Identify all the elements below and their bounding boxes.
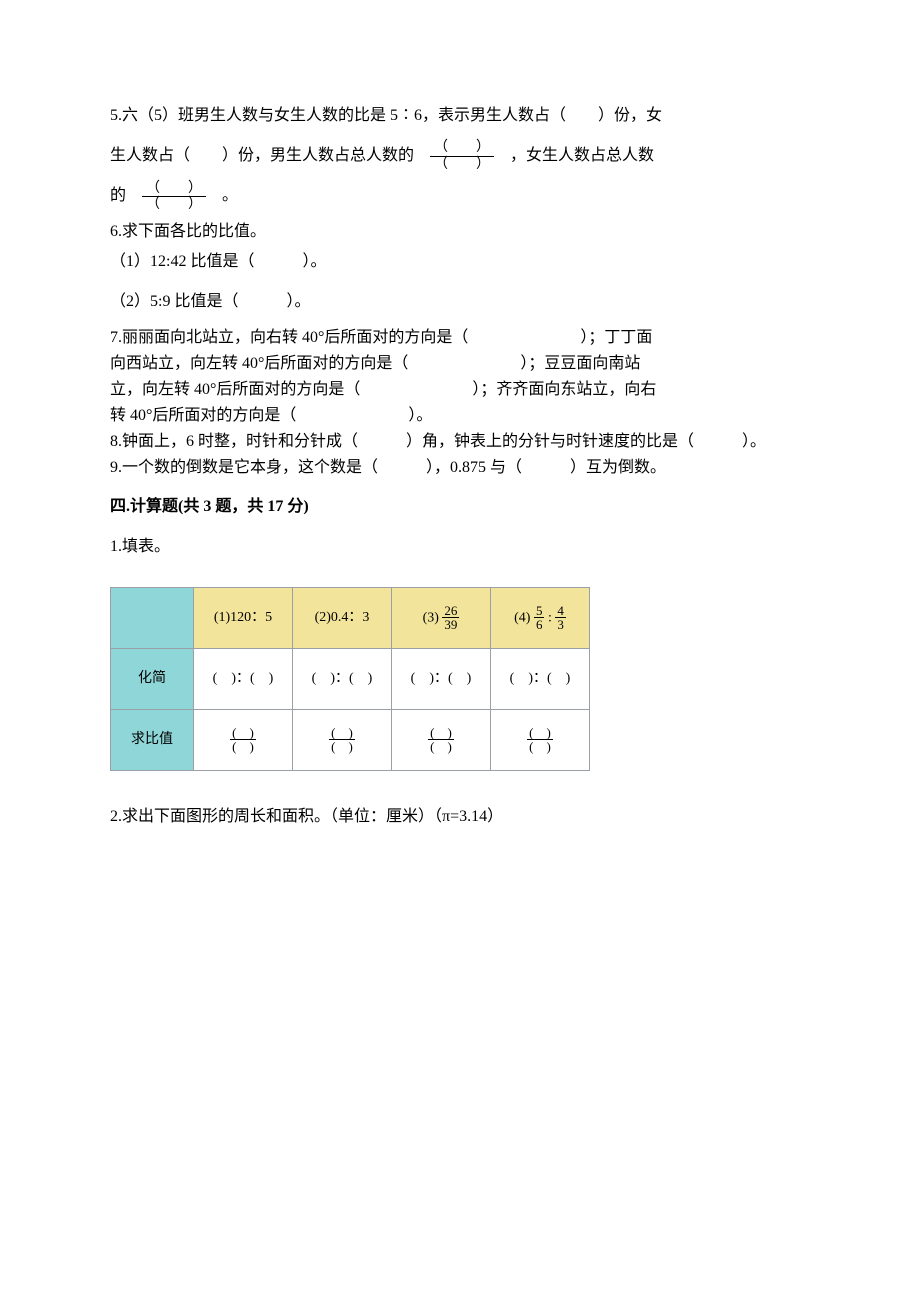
value-frac: ( ) ( ) (230, 726, 256, 754)
simplify-cell-4: ( )：( ) (491, 648, 590, 709)
value-cell-3: ( ) ( ) (392, 709, 491, 770)
question-6-sub1: （1）12:42 比值是（ ）。 (110, 246, 810, 278)
question-5-line3: 的 （ ） （ ） 。 (110, 180, 810, 212)
frac-d: ( ) (428, 740, 454, 754)
q5-fraction-2: （ ） （ ） (142, 181, 206, 213)
table-header-2: (2)0.4：3 (293, 587, 392, 648)
q5-part-b: 生人数占（ ）份，男生人数占总人数的 (110, 147, 414, 164)
ratio-table: (1)120：5 (2)0.4：3 (3) 26 39 (4) 5 6 : (110, 587, 590, 771)
ratio-table-wrap: (1)120：5 (2)0.4：3 (3) 26 39 (4) 5 6 : (110, 587, 810, 771)
frac-d: 39 (442, 618, 459, 632)
header3-fraction: 26 39 (442, 604, 459, 632)
header4-fraction-a: 5 6 (534, 604, 545, 632)
row-label-value: 求比值 (111, 709, 194, 770)
frac-d: ( ) (230, 740, 256, 754)
question-6-sub2: （2）5:9 比值是（ ）。 (110, 286, 810, 318)
q5-part-c: ，女生人数占总人数 (510, 147, 654, 164)
table-header-row: (1)120：5 (2)0.4：3 (3) 26 39 (4) 5 6 : (111, 587, 590, 648)
frac-n: ( ) (428, 726, 454, 741)
value-frac: ( ) ( ) (329, 726, 355, 754)
simplify-cell-3: ( )：( ) (392, 648, 491, 709)
table-row-simplify: 化简 ( )：( ) ( )：( ) ( )：( ) ( )：( ) (111, 648, 590, 709)
frac-numerator: （ ） (142, 181, 206, 197)
question-7-line2: 向西站立，向左转 40°后所面对的方向是（ ）；豆豆面向南站 (110, 352, 810, 376)
table-header-3: (3) 26 39 (392, 587, 491, 648)
frac-denominator: （ ） (430, 157, 494, 172)
table-header-1: (1)120：5 (194, 587, 293, 648)
section-4-title: 四.计算题(共 3 题，共 17 分) (110, 496, 810, 518)
frac-d: 3 (555, 618, 566, 632)
q5-part-d: 的 (110, 187, 126, 204)
table-header-4: (4) 5 6 : 4 3 (491, 587, 590, 648)
simplify-cell-2: ( )：( ) (293, 648, 392, 709)
section-4-q2: 2.求出下面图形的周长和面积。（单位：厘米）（π=3.14） (110, 801, 810, 833)
question-6-title: 6.求下面各比的比值。 (110, 220, 810, 244)
frac-n: 26 (442, 604, 459, 619)
header4-prefix: (4) (514, 610, 530, 625)
value-cell-4: ( ) ( ) (491, 709, 590, 770)
table-row-value: 求比值 ( ) ( ) ( ) ( ) ( ) ( ) (111, 709, 590, 770)
value-frac: ( ) ( ) (527, 726, 553, 754)
question-5-line2: 生人数占（ ）份，男生人数占总人数的 （ ） （ ） ，女生人数占总人数 (110, 140, 810, 172)
frac-numerator: （ ） (430, 140, 494, 156)
value-cell-1: ( ) ( ) (194, 709, 293, 770)
question-7-line4: 转 40°后所面对的方向是（ ）。 (110, 404, 810, 428)
frac-d: ( ) (527, 740, 553, 754)
document-page: 5.六（5）班男生人数与女生人数的比是 5∶6，表示男生人数占（ ）份，女 生人… (0, 0, 920, 901)
question-7-line3: 立，向左转 40°后所面对的方向是（ ）；齐齐面向东站立，向右 (110, 378, 810, 402)
section-4-q1: 1.填表。 (110, 531, 810, 563)
question-5-line1: 5.六（5）班男生人数与女生人数的比是 5∶6，表示男生人数占（ ）份，女 (110, 100, 810, 132)
table-corner (111, 587, 194, 648)
row-label-simplify: 化简 (111, 648, 194, 709)
question-9: 9.一个数的倒数是它本身，这个数是（ ），0.875 与（ ）互为倒数。 (110, 456, 810, 480)
frac-n: 5 (534, 604, 545, 619)
question-8: 8.钟面上，6 时整，时针和分针成（ ）角，钟表上的分针与时针速度的比是（ ）。 (110, 430, 810, 454)
frac-n: ( ) (527, 726, 553, 741)
value-cell-2: ( ) ( ) (293, 709, 392, 770)
frac-n: ( ) (329, 726, 355, 741)
header4-fraction-b: 4 3 (555, 604, 566, 632)
frac-n: ( ) (230, 726, 256, 741)
ratio-colon: : (548, 610, 552, 625)
value-frac: ( ) ( ) (428, 726, 454, 754)
frac-denominator: （ ） (142, 197, 206, 212)
frac-d: 6 (534, 618, 545, 632)
frac-d: ( ) (329, 740, 355, 754)
simplify-cell-1: ( )：( ) (194, 648, 293, 709)
header3-prefix: (3) (423, 610, 439, 625)
question-7-line1: 7.丽丽面向北站立，向右转 40°后所面对的方向是（ ）；丁丁面 (110, 326, 810, 350)
frac-n: 4 (555, 604, 566, 619)
q5-part-e: 。 (222, 187, 238, 204)
q5-fraction-1: （ ） （ ） (430, 140, 494, 172)
